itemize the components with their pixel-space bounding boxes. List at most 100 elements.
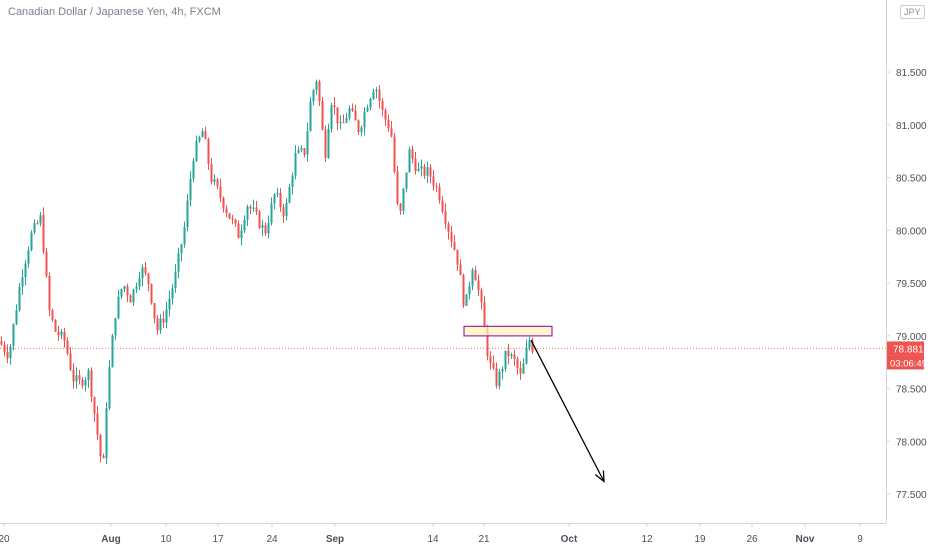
candle-body xyxy=(201,131,204,138)
candle-body xyxy=(255,207,258,212)
candle-body xyxy=(54,319,57,332)
projection-arrow-head[interactable] xyxy=(595,470,605,483)
candle-body xyxy=(135,286,138,290)
candle-body xyxy=(297,150,300,153)
candle-body xyxy=(486,327,489,357)
time-axis[interactable]: 20 Aug 10 17 24 Sep 14 21 Oct 12 19 26 Nov 9 xyxy=(0,523,863,545)
symbol-title: Canadian Dollar / Japanese Yen, 4h, FXCM xyxy=(8,6,221,18)
candle-body xyxy=(429,167,432,177)
candle-body xyxy=(510,354,513,357)
time-tick-label: 9 xyxy=(857,534,863,545)
candle-body xyxy=(453,241,456,250)
candle-body xyxy=(405,172,408,189)
candle-body xyxy=(477,280,480,291)
candle-body xyxy=(339,122,342,124)
candle-body xyxy=(174,271,177,289)
candle-body xyxy=(57,331,60,336)
candle-body xyxy=(114,318,117,336)
candle-body xyxy=(354,110,357,121)
candle-body xyxy=(399,203,402,212)
candle-body xyxy=(357,120,360,133)
time-tick-label: 26 xyxy=(746,534,758,545)
candle-body xyxy=(261,225,264,228)
candle-body xyxy=(531,340,534,352)
candle-body xyxy=(18,286,21,311)
candle-body xyxy=(195,141,198,161)
candle-body xyxy=(90,370,93,398)
candle-body xyxy=(288,186,291,203)
time-tick-label: Aug xyxy=(101,534,120,545)
candle-body xyxy=(303,148,306,155)
candle-body xyxy=(279,192,282,208)
candle-body xyxy=(162,318,165,323)
countdown-tag xyxy=(887,355,924,370)
candle-body xyxy=(42,215,45,252)
candle-body xyxy=(441,200,444,212)
candle-body xyxy=(204,131,207,140)
candle-body xyxy=(51,309,54,320)
candle-body xyxy=(186,200,189,228)
candle-body xyxy=(528,340,531,348)
price-tick-label: 80.000 xyxy=(896,226,927,237)
candle-body xyxy=(147,273,150,284)
candle-body xyxy=(144,267,147,274)
candle-body xyxy=(372,91,375,99)
candle-body xyxy=(336,107,339,124)
price-tick-label: 81.000 xyxy=(896,121,927,132)
candle-body xyxy=(468,286,471,295)
candle-body xyxy=(396,171,399,204)
candle-body xyxy=(189,178,192,201)
candle-body xyxy=(30,232,33,251)
candle-body xyxy=(501,369,504,372)
candle-body xyxy=(234,219,237,224)
price-tick-label: 78.000 xyxy=(896,437,927,448)
candle-body xyxy=(138,278,141,287)
candle-body xyxy=(150,283,153,304)
candle-body xyxy=(318,81,321,102)
annotation-layer[interactable] xyxy=(463,325,605,483)
candle-body xyxy=(402,188,405,212)
candle-body xyxy=(351,108,354,111)
candle-body xyxy=(15,310,18,324)
resistance-zone-rectangle[interactable] xyxy=(463,325,553,337)
candle-body xyxy=(3,344,6,352)
candle-body xyxy=(444,211,447,224)
candle-body xyxy=(423,166,426,176)
candle-body xyxy=(375,89,378,92)
candle-body xyxy=(108,367,111,409)
candle-body xyxy=(183,227,186,245)
candle-body xyxy=(45,251,48,276)
candle-body xyxy=(120,289,123,297)
currency-badge[interactable]: JPY xyxy=(900,5,925,19)
candle-body xyxy=(96,413,99,435)
candle-body xyxy=(36,223,39,225)
price-axis[interactable]: 81.500 81.000 80.500 80.000 79.500 79.000 78.5… xyxy=(886,68,927,501)
candle-body xyxy=(273,194,276,204)
candle-body xyxy=(267,223,270,234)
candle-body xyxy=(495,368,498,387)
candle-body xyxy=(240,230,243,239)
candle-body xyxy=(6,351,9,359)
candle-body xyxy=(393,136,396,172)
candle-body xyxy=(141,267,144,279)
candle-body xyxy=(9,346,12,359)
price-tick-label: 79.000 xyxy=(896,332,927,343)
time-tick-label: 19 xyxy=(694,534,706,545)
candle-body xyxy=(513,354,516,360)
candle-body xyxy=(171,288,174,299)
candle-body xyxy=(519,368,522,374)
candle-body xyxy=(213,179,216,182)
projection-arrow-line[interactable] xyxy=(530,339,605,482)
candle-body xyxy=(456,249,459,265)
candle-body xyxy=(471,269,474,287)
candle-body xyxy=(360,127,363,133)
candle-body xyxy=(342,122,345,124)
candle-body xyxy=(522,363,525,374)
candle-body xyxy=(414,158,417,172)
candle-body xyxy=(156,318,159,331)
candle-body xyxy=(129,295,132,303)
time-tick-label: 24 xyxy=(266,534,278,545)
candle-body xyxy=(165,309,168,323)
